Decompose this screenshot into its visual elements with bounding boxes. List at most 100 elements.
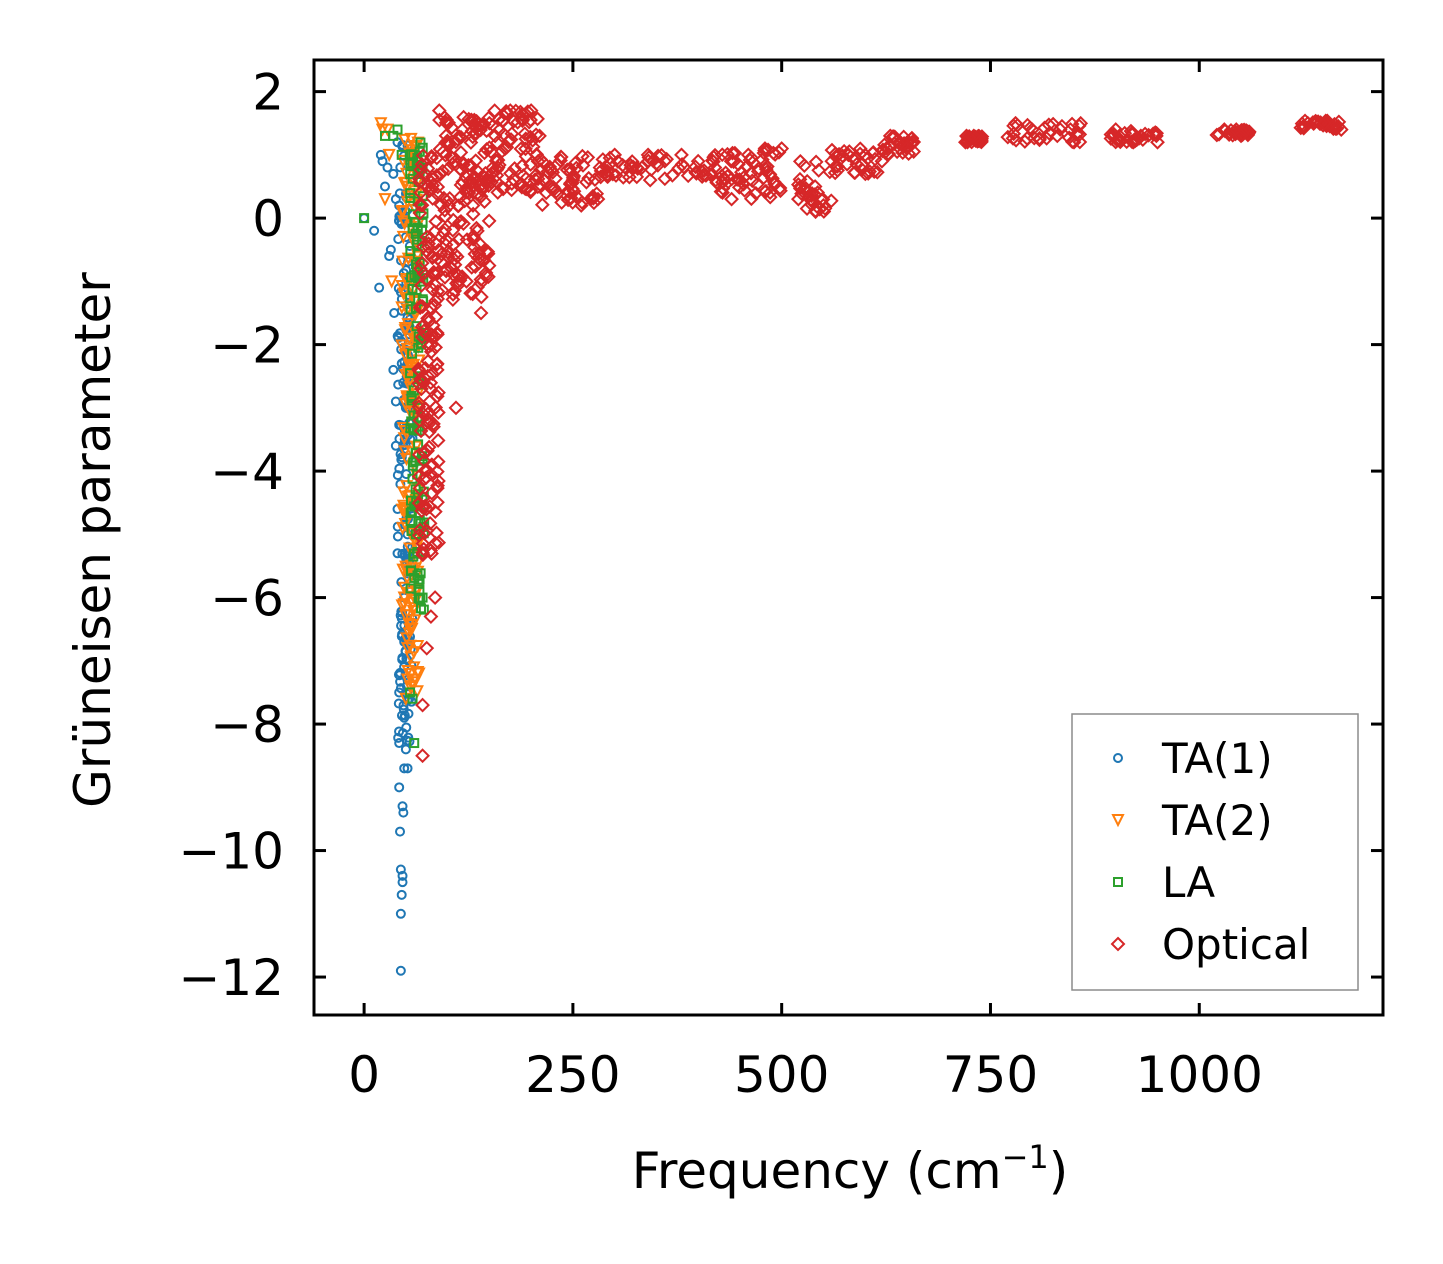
series-point <box>427 277 443 293</box>
series-point <box>1325 120 1341 136</box>
series-point <box>393 732 404 743</box>
series-point <box>369 225 380 236</box>
series-point <box>405 680 420 694</box>
series-point <box>461 157 476 173</box>
series-point <box>399 480 414 494</box>
series-point <box>434 246 449 262</box>
series-point <box>415 593 426 604</box>
series-point <box>411 376 426 392</box>
series-point <box>413 381 429 397</box>
series-point <box>502 103 518 119</box>
series-point <box>847 165 863 180</box>
series-point <box>417 592 428 603</box>
series-point <box>421 339 437 355</box>
series-point <box>399 564 413 578</box>
series-point <box>403 639 417 654</box>
series-point <box>401 722 412 733</box>
series-point <box>477 194 492 209</box>
series-point <box>401 345 415 360</box>
series-point <box>411 321 422 332</box>
series-point <box>412 197 428 213</box>
series-point <box>394 782 405 793</box>
series-point <box>518 106 534 122</box>
series-point <box>416 541 432 557</box>
series-point <box>392 548 403 559</box>
series-point <box>565 172 581 188</box>
series-point <box>479 243 495 259</box>
series-point <box>382 148 396 163</box>
series-point <box>430 433 446 448</box>
series-point <box>749 176 765 192</box>
series-point <box>689 164 705 180</box>
series-point <box>451 232 467 247</box>
series-point <box>374 282 385 293</box>
series-point <box>395 162 406 173</box>
series-point <box>393 698 404 709</box>
series-point <box>657 171 673 187</box>
series-point <box>899 141 915 156</box>
x-tick-label: 750 <box>943 1046 1038 1104</box>
series-point <box>824 153 840 169</box>
y-tick-label: −6 <box>210 570 284 628</box>
series-point <box>1071 118 1087 134</box>
series-point <box>428 535 443 551</box>
series-point <box>403 732 414 743</box>
series-point <box>425 190 441 206</box>
series-point <box>426 416 441 432</box>
series-point <box>407 661 421 675</box>
series-point <box>469 220 484 236</box>
series-point <box>799 201 815 216</box>
series-point <box>414 503 430 519</box>
legend: TA(1) TA(2) LA Optical <box>1071 713 1359 991</box>
series-point <box>1006 126 1022 142</box>
series-point <box>399 763 410 774</box>
series-point <box>375 149 386 160</box>
series-point <box>760 142 776 158</box>
series-point <box>385 244 396 255</box>
series-point <box>757 184 773 200</box>
series-point <box>411 171 427 187</box>
series-point <box>494 143 510 159</box>
series-point <box>422 415 437 431</box>
series-point <box>1066 134 1082 150</box>
series-point <box>438 135 454 151</box>
series-point <box>378 193 392 207</box>
series-point <box>615 169 631 185</box>
series-point <box>501 134 516 150</box>
series-point <box>585 190 601 206</box>
series-point <box>578 174 594 190</box>
series-point <box>425 282 440 297</box>
series-point <box>839 156 855 172</box>
series-point <box>395 864 406 875</box>
series-point <box>415 697 430 713</box>
series-point <box>715 174 730 190</box>
series-point <box>418 501 434 517</box>
series-point <box>757 141 773 156</box>
series-point <box>472 252 488 267</box>
series-point <box>548 171 563 186</box>
series-point <box>453 129 469 145</box>
series-point <box>429 357 445 373</box>
series-point <box>642 172 658 188</box>
y-axis-title: Grüneisen parameter <box>64 272 122 808</box>
series-point <box>405 368 416 379</box>
series-point <box>1024 122 1040 137</box>
series-point <box>540 164 556 179</box>
series-point <box>463 158 479 173</box>
series-point <box>396 889 407 900</box>
series-point <box>415 748 430 764</box>
series-point <box>581 170 597 186</box>
series-point <box>774 141 790 156</box>
legend-label: TA(2) <box>1161 796 1273 845</box>
series-point <box>534 197 550 213</box>
series-point <box>506 113 522 129</box>
series-point <box>377 156 388 167</box>
series-point <box>414 372 430 387</box>
series-point <box>359 213 370 224</box>
series-point <box>447 257 463 273</box>
series-point <box>406 566 417 577</box>
series-point <box>412 205 428 221</box>
series-point <box>707 160 723 175</box>
series-point <box>388 168 399 179</box>
series-point <box>904 130 920 146</box>
